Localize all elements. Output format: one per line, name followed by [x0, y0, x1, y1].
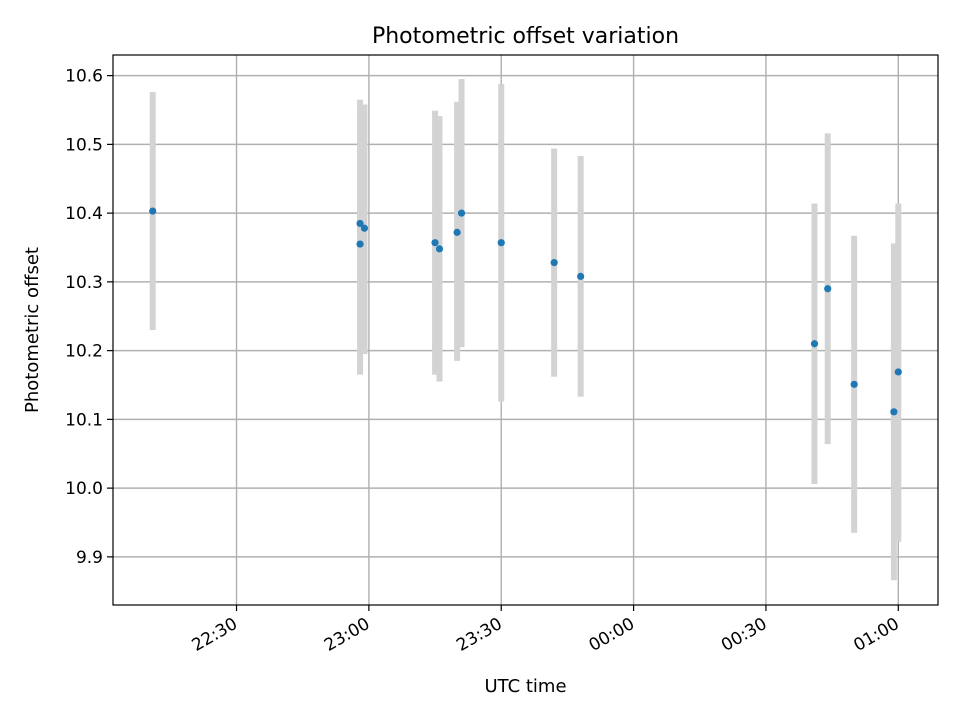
data-point	[149, 207, 157, 215]
data-point	[431, 239, 439, 247]
y-axis-label: Photometric offset	[22, 247, 43, 413]
y-tick-label: 10.0	[65, 479, 103, 499]
data-point	[453, 228, 461, 236]
x-tick-label: 00:00	[586, 614, 638, 656]
y-tick-label: 10.3	[65, 273, 103, 293]
data-point	[360, 224, 369, 232]
data-point	[497, 239, 505, 247]
data-point	[435, 245, 444, 253]
data-points	[149, 207, 902, 416]
x-tick-label: 22:30	[189, 614, 241, 656]
axis-ticks: 22:30 23:00 23:30 00:00 00:30 01:00 9.9 10.0 10.…	[65, 67, 903, 656]
y-tick-label: 10.6	[65, 67, 103, 87]
chart-title: Photometric offset variation	[372, 24, 679, 49]
y-tick-label: 10.4	[65, 204, 103, 224]
data-point	[356, 240, 364, 248]
y-tick-label: 10.2	[65, 342, 103, 362]
data-point	[356, 219, 364, 228]
y-tick-label: 10.1	[65, 410, 103, 430]
x-axis-label: UTC time	[484, 676, 566, 697]
y-tick-label: 10.5	[65, 135, 103, 155]
plot-frame	[112, 54, 939, 606]
x-tick-label: 23:00	[321, 614, 373, 656]
data-point	[824, 285, 832, 293]
data-point	[894, 368, 902, 376]
error-bars	[149, 79, 902, 581]
data-point	[457, 209, 466, 217]
data-point	[890, 408, 898, 416]
y-tick-label: 9.9	[76, 548, 103, 568]
data-point	[577, 272, 585, 280]
data-point	[550, 259, 558, 267]
x-tick-label: 00:30	[718, 614, 770, 656]
x-tick-label: 23:30	[453, 614, 505, 656]
data-point	[810, 340, 819, 348]
data-point	[850, 380, 858, 388]
x-tick-label: 01:00	[850, 614, 902, 656]
